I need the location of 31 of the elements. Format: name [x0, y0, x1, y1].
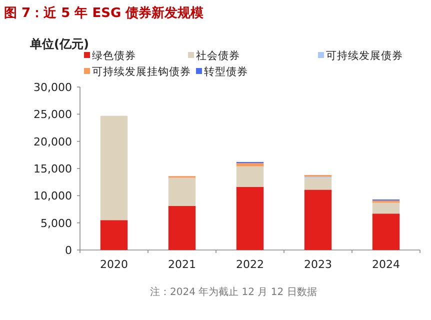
- bar: [304, 178, 332, 190]
- bar: [100, 220, 128, 250]
- text: 注：2024 年为截止 12 月 12 日数据: [150, 286, 317, 298]
- legend-label: 社会债券: [196, 49, 240, 62]
- y-tick-label: 25,000: [34, 108, 72, 122]
- x-tick-label: 2021: [168, 258, 196, 271]
- x-tick-label: 2020: [100, 258, 128, 271]
- bar: [372, 202, 400, 214]
- y-tick-label: 5,000: [40, 216, 72, 230]
- x-tick-label: 2024: [372, 258, 400, 271]
- bar: [168, 206, 196, 250]
- bar: [100, 116, 128, 220]
- bar: [236, 163, 264, 166]
- y-tick-label: 30,000: [34, 81, 72, 94]
- bar: [304, 190, 332, 250]
- bar: [236, 166, 264, 187]
- y-tick-label: 10,000: [34, 190, 72, 203]
- legend-label: 绿色债券: [92, 49, 136, 62]
- bar: [372, 214, 400, 250]
- y-tick-label: 20,000: [34, 135, 72, 148]
- chart-title: 图 7：近 5 年 ESG 债券新发规模: [4, 5, 204, 21]
- bar: [236, 186, 264, 250]
- legend-label: 转型债券: [204, 65, 248, 78]
- y-tick-label: 15,000: [34, 162, 72, 176]
- legend-label: 可持续发展挂钩债券: [92, 65, 191, 78]
- x-tick-label: 2023: [304, 258, 332, 271]
- legend-label: 可持续发展债券: [326, 49, 403, 62]
- y-tick-label: 0: [65, 244, 72, 257]
- bar: [168, 178, 196, 206]
- y-axis-title: 单位(亿元): [29, 37, 89, 51]
- x-tick-label: 2022: [236, 258, 264, 271]
